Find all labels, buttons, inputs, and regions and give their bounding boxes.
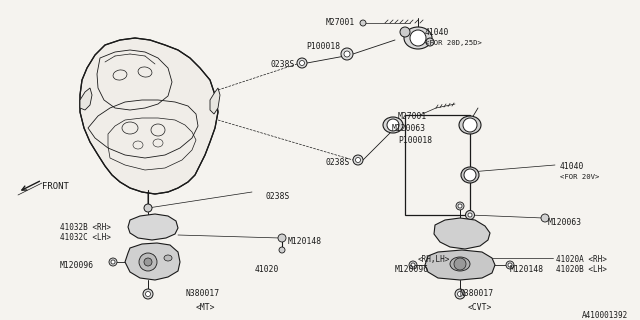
Ellipse shape: [383, 117, 403, 133]
Circle shape: [400, 27, 410, 37]
Text: <MT>: <MT>: [195, 303, 215, 312]
Circle shape: [463, 118, 477, 132]
Ellipse shape: [404, 27, 432, 49]
Circle shape: [344, 51, 350, 57]
Circle shape: [278, 234, 286, 242]
Circle shape: [355, 157, 360, 163]
Circle shape: [508, 263, 512, 267]
Circle shape: [144, 204, 152, 212]
Circle shape: [300, 60, 305, 66]
Text: 41020: 41020: [255, 265, 280, 274]
Text: M27001: M27001: [398, 112, 428, 121]
Text: 41020B <LH>: 41020B <LH>: [556, 265, 607, 274]
Circle shape: [410, 30, 426, 46]
Polygon shape: [425, 250, 495, 280]
Text: <CVT>: <CVT>: [468, 303, 492, 312]
Text: M120063: M120063: [548, 218, 582, 227]
Text: 41020A <RH>: 41020A <RH>: [556, 255, 607, 264]
Circle shape: [458, 204, 462, 208]
Circle shape: [360, 20, 366, 26]
Polygon shape: [434, 218, 490, 249]
Text: FRONT: FRONT: [42, 182, 69, 191]
Polygon shape: [210, 88, 220, 114]
Text: M120148: M120148: [288, 237, 322, 246]
Circle shape: [279, 247, 285, 253]
Circle shape: [145, 292, 150, 297]
Polygon shape: [80, 38, 218, 194]
Text: 41040: 41040: [425, 28, 449, 37]
Text: M120063: M120063: [392, 124, 426, 133]
Circle shape: [455, 289, 465, 299]
Circle shape: [541, 214, 549, 222]
Circle shape: [465, 211, 474, 220]
Text: <RH,LH>: <RH,LH>: [418, 255, 451, 264]
Circle shape: [456, 202, 464, 210]
Text: 41032B <RH>: 41032B <RH>: [60, 223, 111, 232]
Circle shape: [297, 58, 307, 68]
Ellipse shape: [459, 116, 481, 134]
Circle shape: [409, 261, 417, 269]
Circle shape: [353, 155, 363, 165]
Circle shape: [144, 258, 152, 266]
Text: M120148: M120148: [510, 265, 544, 274]
Circle shape: [468, 213, 472, 217]
Circle shape: [411, 263, 415, 267]
Text: <FOR 20D,25D>: <FOR 20D,25D>: [425, 40, 482, 46]
Text: P100018: P100018: [398, 136, 432, 145]
Text: 0238S: 0238S: [326, 158, 350, 167]
Text: 0238S: 0238S: [271, 60, 295, 69]
Circle shape: [458, 292, 463, 297]
Circle shape: [139, 253, 157, 271]
Circle shape: [111, 260, 115, 264]
Circle shape: [341, 48, 353, 60]
Text: M120096: M120096: [60, 261, 94, 270]
Circle shape: [387, 119, 399, 131]
Circle shape: [426, 38, 434, 46]
Ellipse shape: [164, 255, 172, 261]
Text: M27001: M27001: [326, 18, 355, 27]
Polygon shape: [128, 214, 178, 240]
Circle shape: [506, 261, 514, 269]
Polygon shape: [125, 243, 180, 280]
Text: 41032C <LH>: 41032C <LH>: [60, 233, 111, 242]
Ellipse shape: [450, 257, 470, 271]
Polygon shape: [80, 88, 92, 110]
Text: A410001392: A410001392: [582, 311, 628, 320]
Text: M120096: M120096: [395, 265, 429, 274]
Circle shape: [109, 258, 117, 266]
Ellipse shape: [461, 167, 479, 183]
Text: 41040: 41040: [560, 162, 584, 171]
Circle shape: [464, 169, 476, 181]
Text: <FOR 20V>: <FOR 20V>: [560, 174, 600, 180]
Circle shape: [454, 258, 466, 270]
Text: N380017: N380017: [459, 289, 493, 298]
Text: N380017: N380017: [185, 289, 219, 298]
Text: 0238S: 0238S: [265, 192, 289, 201]
Circle shape: [143, 289, 153, 299]
Text: P100018: P100018: [306, 42, 340, 51]
